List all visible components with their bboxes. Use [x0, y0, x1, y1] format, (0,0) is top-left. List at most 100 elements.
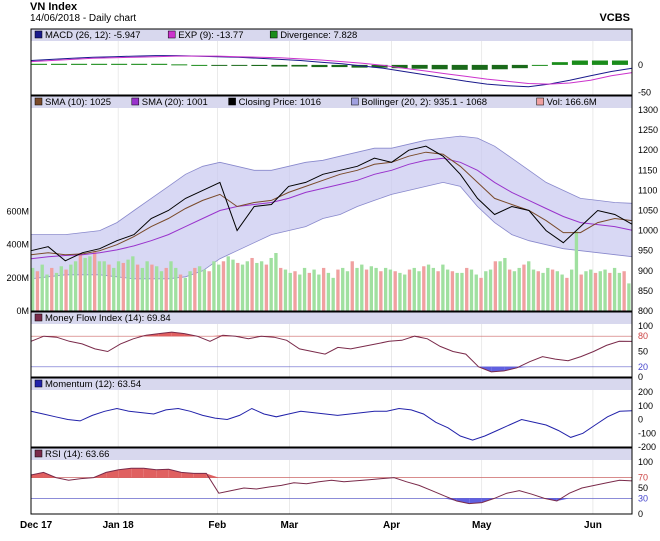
- divergence-bar: [331, 64, 348, 68]
- volume-bar: [193, 267, 197, 311]
- volume-bar: [379, 271, 383, 311]
- y-tick-label: 950: [638, 246, 653, 256]
- volume-bar: [183, 277, 187, 311]
- volume-bar: [608, 272, 612, 311]
- volume-bar: [35, 271, 40, 311]
- y-tick-label: 70: [638, 473, 648, 483]
- volume-bar: [574, 231, 579, 311]
- divergence-bar: [571, 60, 588, 65]
- volume-bar: [293, 271, 297, 311]
- oversold-fill: [516, 366, 530, 368]
- volume-bar: [169, 261, 173, 311]
- divergence-bar: [71, 63, 88, 65]
- volume-bar: [178, 274, 183, 311]
- volume-bar: [112, 267, 116, 311]
- volume-bar: [517, 267, 521, 311]
- volume-bar: [527, 261, 531, 311]
- volume-tick-label: 200M: [6, 273, 29, 283]
- volume-bar: [627, 283, 631, 311]
- volume-bar: [450, 271, 455, 311]
- volume-bar: [150, 264, 154, 311]
- volume-bar: [250, 257, 254, 311]
- volume-bar: [360, 264, 364, 311]
- volume-bar: [336, 269, 340, 311]
- y-tick-label: -50: [638, 87, 651, 97]
- volume-bar: [331, 277, 335, 311]
- legend-swatch: [228, 97, 236, 106]
- volume-bar: [40, 264, 44, 311]
- volume-bar: [541, 272, 545, 311]
- overbought-fill: [171, 332, 185, 337]
- volume-bar: [536, 271, 540, 311]
- volume-tick-label: 0M: [16, 306, 29, 316]
- volume-bar: [617, 272, 622, 311]
- volume-bar: [288, 272, 292, 311]
- volume-bar: [374, 267, 378, 311]
- volume-bar: [283, 269, 288, 311]
- divergence-bar: [271, 64, 288, 67]
- volume-bar: [555, 271, 560, 311]
- volume-bar: [231, 259, 235, 311]
- divergence-bar: [211, 64, 228, 66]
- volume-bar: [279, 267, 283, 311]
- y-tick-label: 200: [638, 387, 653, 397]
- overbought-fill: [210, 335, 223, 337]
- volume-bar: [388, 269, 393, 311]
- volume-bar: [403, 274, 407, 311]
- volume-bar: [188, 271, 192, 311]
- volume-bar: [522, 264, 526, 311]
- y-tick-label: 1100: [638, 185, 657, 195]
- volume-bar: [159, 271, 164, 311]
- panel-header-band: [31, 29, 632, 41]
- rsi-line: [30, 467, 633, 505]
- chart-title: VN Index: [30, 1, 78, 13]
- divergence-bar: [31, 63, 48, 65]
- volume-bar: [345, 271, 350, 311]
- volume-bar: [240, 264, 245, 311]
- y-tick-label: 900: [638, 266, 653, 276]
- divergence-bar: [511, 64, 528, 69]
- volume-bar: [255, 262, 259, 311]
- price-panel-frame: [30, 95, 633, 312]
- overbought-fill: [143, 468, 157, 478]
- chart-source: VCBS: [599, 12, 630, 24]
- y-tick-label: 50: [638, 347, 648, 357]
- volume-bar: [207, 271, 211, 311]
- x-tick-label: Jun: [584, 520, 602, 531]
- volume-bar: [107, 264, 111, 311]
- volume-bar: [212, 261, 216, 311]
- divergence-bar: [491, 64, 508, 70]
- legend-label: Vol: 166.6M: [547, 97, 597, 108]
- volume-bar: [155, 266, 159, 311]
- volume-bar: [479, 277, 483, 311]
- momentum-line-frame: [30, 377, 633, 448]
- divergence-bar: [191, 64, 208, 66]
- legend-swatch: [351, 97, 359, 106]
- panel-header-band: [31, 448, 632, 460]
- volume-bar: [550, 269, 555, 311]
- y-tick-label: -200: [638, 442, 656, 452]
- volume-bar: [45, 274, 49, 311]
- mfi-line: [30, 331, 633, 373]
- oversold-fill: [444, 498, 457, 501]
- volume-bar: [350, 261, 354, 311]
- overbought-fill: [118, 468, 132, 478]
- divergence-bar: [291, 64, 308, 67]
- y-tick-label: 0: [638, 60, 643, 70]
- volume-bar: [503, 257, 507, 311]
- volume-bar: [298, 274, 302, 311]
- panel-header-band: [31, 378, 632, 390]
- volume-bar: [603, 269, 607, 311]
- legend-label: EXP (9): -13.77: [178, 30, 243, 41]
- volume-bar: [431, 267, 436, 311]
- y-tick-label: 1150: [638, 165, 657, 175]
- volume-bar: [317, 274, 321, 311]
- volume-bar: [312, 269, 316, 311]
- volume-bar: [507, 269, 512, 311]
- volume-bar: [64, 269, 68, 311]
- volume-bar: [54, 272, 59, 311]
- oversold-fill: [456, 498, 470, 504]
- y-tick-label: 20: [638, 362, 648, 372]
- volume-bar: [302, 267, 307, 311]
